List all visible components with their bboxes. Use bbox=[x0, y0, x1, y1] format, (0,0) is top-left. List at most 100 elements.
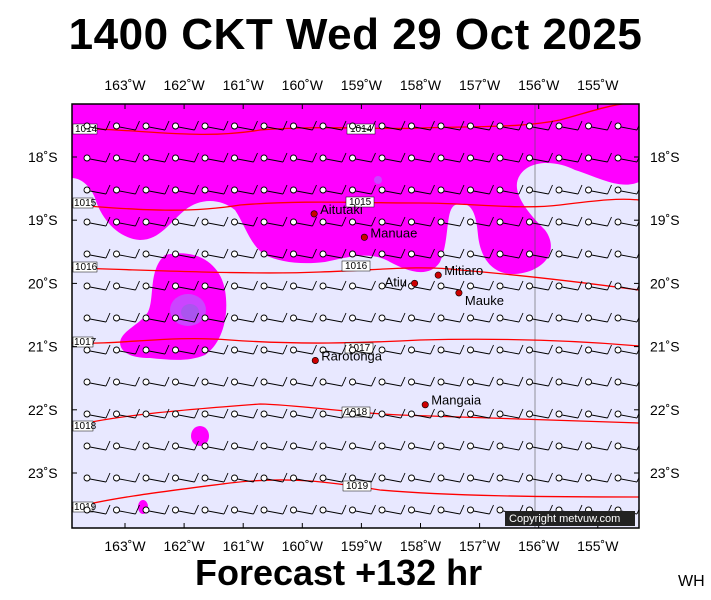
wind-barb bbox=[496, 344, 524, 355]
wind-barb bbox=[83, 472, 111, 483]
wind-barb bbox=[408, 440, 435, 451]
wind-barb bbox=[585, 248, 612, 259]
station-label: Mauke bbox=[465, 293, 504, 308]
wind-barb bbox=[319, 472, 347, 483]
wind-barb bbox=[319, 376, 347, 387]
wind-barb bbox=[555, 216, 583, 227]
wind-barb bbox=[142, 280, 170, 291]
longitude-label: 155˚W bbox=[577, 77, 619, 93]
wind-barb bbox=[260, 408, 288, 419]
latitude-label: 19˚S bbox=[650, 212, 680, 228]
station-marker: Aitutaki bbox=[310, 202, 363, 218]
wind-barb bbox=[260, 312, 288, 323]
wind-barb bbox=[231, 344, 258, 355]
wind-barb bbox=[113, 376, 140, 387]
latitude-label: 19˚S bbox=[28, 212, 58, 228]
wind-barb bbox=[467, 344, 494, 355]
forecast-lead-time: Forecast +132 hr bbox=[195, 552, 483, 593]
wind-barb bbox=[614, 346, 639, 355]
wind-barb bbox=[437, 472, 465, 483]
wind-barb bbox=[201, 440, 229, 451]
wind-barb bbox=[142, 376, 170, 387]
wind-barb bbox=[290, 376, 317, 387]
wind-barb bbox=[496, 472, 524, 483]
wind-barb bbox=[585, 472, 612, 483]
station-label: Atiu bbox=[385, 274, 407, 289]
wind-barb bbox=[142, 152, 170, 163]
wind-barb bbox=[201, 248, 229, 259]
svg-text:1017: 1017 bbox=[74, 337, 97, 348]
wind-barb bbox=[496, 184, 524, 195]
wind-barb bbox=[614, 410, 639, 419]
wind-barb bbox=[290, 120, 317, 131]
wind-barb bbox=[172, 376, 199, 387]
longitude-label: 157˚W bbox=[459, 77, 501, 93]
wind-barb bbox=[467, 408, 494, 419]
wind-barb bbox=[614, 442, 639, 451]
wind-barb bbox=[201, 344, 229, 355]
wind-barb bbox=[467, 472, 494, 483]
wind-barb bbox=[113, 440, 140, 451]
svg-text:1017: 1017 bbox=[348, 343, 371, 354]
wind-barb bbox=[290, 312, 317, 323]
wind-barb bbox=[526, 280, 553, 291]
wind-barb bbox=[142, 344, 170, 355]
wind-barb bbox=[142, 440, 170, 451]
wind-barb bbox=[555, 440, 583, 451]
wind-barb bbox=[172, 312, 199, 323]
longitude-label: 162˚W bbox=[163, 538, 205, 554]
wind-barb bbox=[172, 120, 199, 131]
wind-barb bbox=[585, 216, 612, 227]
isobar-label: 1015 bbox=[72, 197, 97, 209]
wind-barb bbox=[349, 184, 376, 195]
wind-barb bbox=[467, 504, 494, 515]
wind-barb bbox=[555, 184, 583, 195]
wind-barb bbox=[437, 312, 465, 323]
longitude-label: 156˚W bbox=[518, 77, 560, 93]
wind-barb bbox=[614, 250, 639, 259]
wind-barb bbox=[349, 120, 376, 131]
wind-barb bbox=[319, 184, 347, 195]
wind-barb bbox=[290, 152, 317, 163]
wind-barb bbox=[201, 504, 229, 515]
wind-barb bbox=[172, 440, 199, 451]
wind-barb bbox=[378, 376, 406, 387]
wind-barb bbox=[260, 440, 288, 451]
wind-barb bbox=[467, 152, 494, 163]
wind-barb bbox=[526, 376, 553, 387]
wind-barb bbox=[201, 216, 229, 227]
wind-barb bbox=[496, 376, 524, 387]
wind-barb bbox=[437, 120, 465, 131]
wind-barb bbox=[614, 314, 639, 323]
wind-barb bbox=[113, 472, 140, 483]
wind-barb bbox=[496, 120, 524, 131]
longitude-label: 157˚W bbox=[459, 538, 501, 554]
wind-barb bbox=[83, 504, 111, 515]
wind-barb bbox=[349, 376, 376, 387]
longitude-label: 158˚W bbox=[400, 538, 442, 554]
longitude-label: 163˚W bbox=[104, 538, 146, 554]
wind-barb bbox=[555, 152, 583, 163]
wind-barb bbox=[437, 248, 465, 259]
wind-barb bbox=[467, 440, 494, 451]
wind-barb bbox=[467, 376, 494, 387]
longitude-label: 162˚W bbox=[163, 77, 205, 93]
wind-barb bbox=[378, 344, 406, 355]
wind-barb bbox=[555, 344, 583, 355]
latitude-label: 23˚S bbox=[650, 465, 680, 481]
wind-barb bbox=[378, 408, 406, 419]
wind-barb bbox=[526, 312, 553, 323]
wind-barb bbox=[260, 120, 288, 131]
wind-barb bbox=[260, 280, 288, 291]
wind-barb bbox=[142, 504, 170, 515]
wind-barb bbox=[172, 248, 199, 259]
isobar-1018 bbox=[72, 403, 639, 427]
isobar-label: 1019 bbox=[342, 480, 372, 492]
wind-barb bbox=[614, 282, 639, 291]
wind-barb bbox=[555, 408, 583, 419]
wind-barb bbox=[349, 504, 376, 515]
wind-barb bbox=[614, 474, 639, 483]
wind-barb bbox=[526, 184, 553, 195]
wind-barb bbox=[83, 216, 111, 227]
station-marker: Mangaia bbox=[421, 393, 482, 409]
